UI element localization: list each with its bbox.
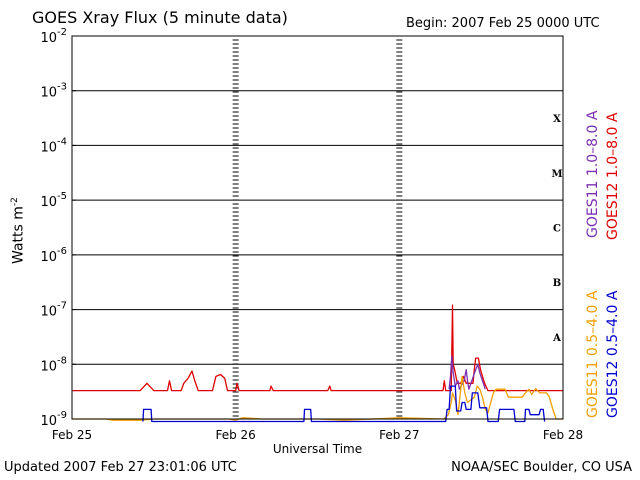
y-tick-label: 10-8 — [40, 355, 67, 374]
y-tick-label: 10-4 — [40, 136, 67, 155]
series-line — [142, 385, 546, 423]
y-tick-label: 10-6 — [40, 246, 67, 265]
flare-class-label: C — [553, 224, 561, 235]
x-tick-label: Feb 26 — [215, 428, 255, 442]
grid — [72, 35, 563, 420]
y-tick-labels: 10-2 10-3 10-4 10-5 10-6 10-7 10-8 10-9 — [40, 27, 76, 429]
x-axis-label: Universal Time — [273, 442, 362, 456]
chart-title: GOES Xray Flux (5 minute data) — [32, 8, 288, 27]
y-tick-label: 10-3 — [40, 82, 67, 101]
y-tick-label: 10-2 — [40, 27, 67, 46]
series-group — [72, 304, 563, 423]
grid-line-vertical — [396, 35, 403, 417]
y-axis-label-text: Watts m — [10, 206, 27, 264]
y-axis-label: Watts m-2 — [10, 197, 27, 264]
flare-class-label: B — [553, 278, 561, 289]
credit-line: NOAA/SEC Boulder, CO USA — [451, 460, 632, 475]
x-tick-label: Feb 27 — [379, 428, 419, 442]
flare-class-label: M — [551, 169, 562, 180]
flare-class-label: X — [553, 114, 561, 125]
y-tick-label: 10-7 — [40, 301, 67, 320]
updated-timestamp: Updated 2007 Feb 27 23:01:06 UTC — [4, 460, 237, 475]
y-tick-label: 10-9 — [40, 410, 67, 429]
legend-entry: GOES12 1.0–8.0 A — [605, 112, 621, 240]
x-tick-labels: Feb 25 Feb 26 Feb 27 Feb 28 — [52, 428, 583, 442]
series-line — [72, 375, 563, 421]
y-tick-label: 10-5 — [40, 191, 67, 210]
flare-class-label: A — [552, 333, 561, 344]
legend-entry: GOES11 0.5–4.0 A — [585, 290, 601, 418]
series-line — [72, 304, 563, 392]
x-tick-label: Feb 25 — [52, 428, 92, 442]
legend-entry: GOES11 1.0–8.0 A — [585, 110, 601, 238]
legend-entry: GOES12 0.5–4.0 A — [605, 290, 621, 418]
y-axis-label-exponent: -2 — [10, 197, 20, 207]
begin-time: Begin: 2007 Feb 25 0000 UTC — [406, 16, 600, 31]
flare-class-labels: X M C B A — [551, 114, 562, 344]
x-tick-label: Feb 28 — [543, 428, 583, 442]
series-line — [448, 355, 486, 390]
grid-line-vertical — [232, 35, 239, 417]
plot-frame — [71, 35, 564, 420]
